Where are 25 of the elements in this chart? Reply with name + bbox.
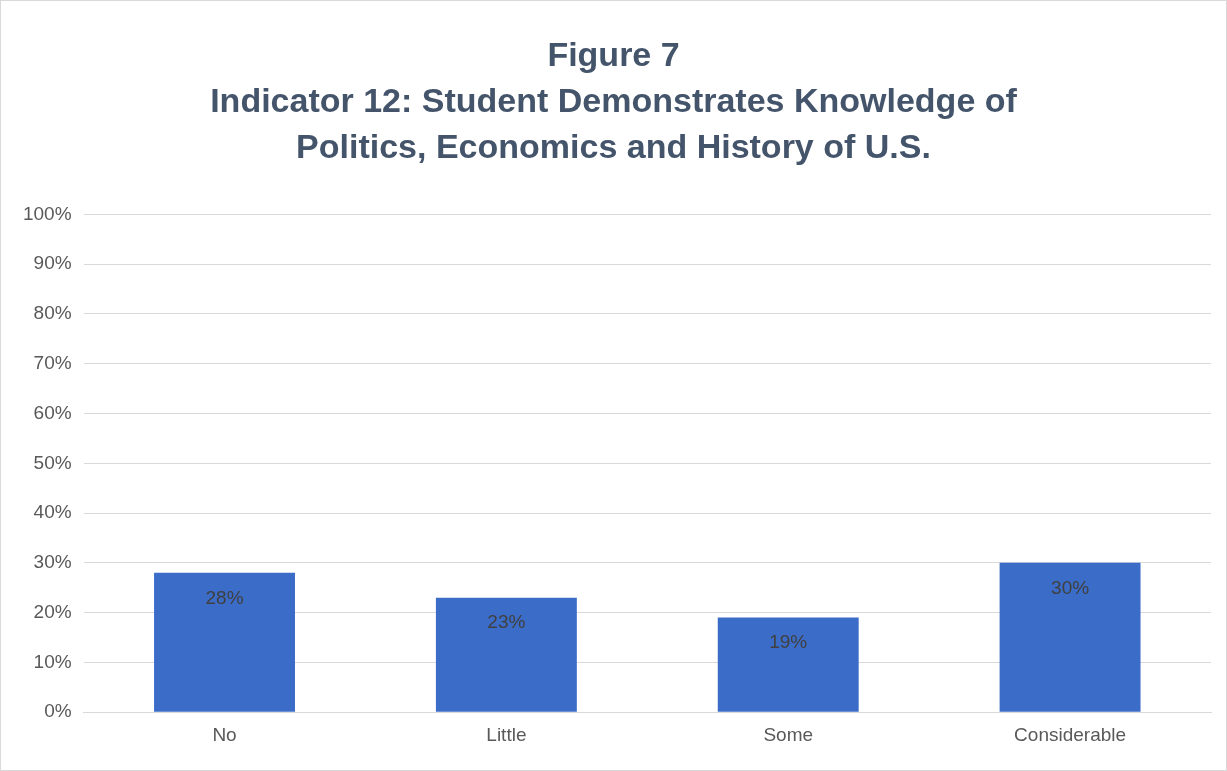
y-tick-label: 70% [33,351,72,373]
y-tick-label: 40% [33,501,72,523]
data-label: 19% [769,631,808,653]
x-tick-label: No [212,723,237,745]
x-tick-label: Little [486,723,527,745]
y-tick-label: 30% [33,551,72,573]
y-tick-label: 50% [33,451,72,473]
chart-subtitle: Indicator 12: Student Demonstrates Knowledge of Politics, Economics and History of U.S. [209,80,1018,167]
data-label: 30% [1051,576,1090,598]
data-label: 23% [487,611,526,633]
x-tick-label: Considerable [1014,723,1127,745]
bar [154,572,295,712]
x-tick-label: Some [763,723,814,745]
data-label: 28% [205,586,244,608]
y-tick-label: 20% [33,600,72,622]
y-tick-label: 80% [33,302,72,324]
y-tick-label: 90% [33,252,72,274]
y-tick-label: 60% [33,401,72,423]
bar [717,617,859,712]
y-tick-label: 10% [33,650,72,672]
y-tick-label: 0% [44,700,72,722]
bar [999,562,1141,712]
chart-title: Figure 7 [546,34,681,75]
y-tick-label: 100% [22,202,72,224]
bar [435,597,577,712]
